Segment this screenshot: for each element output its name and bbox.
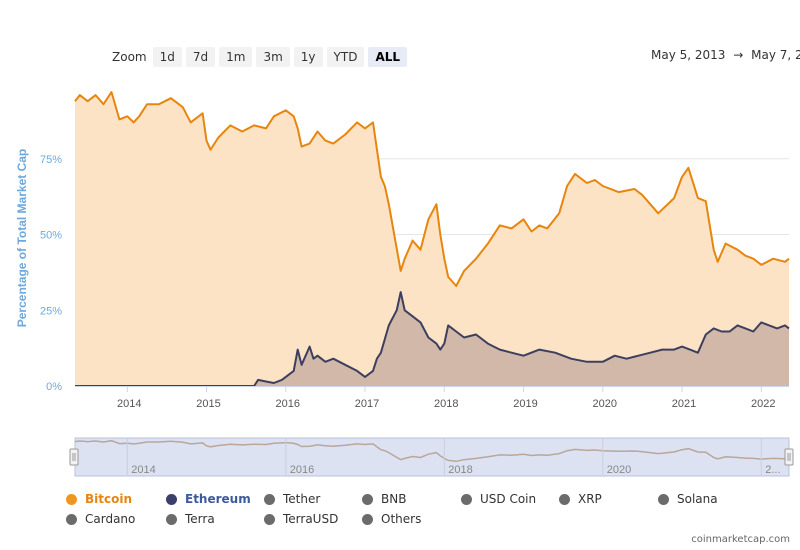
xrp-dot-icon (559, 493, 570, 505)
legend-item-solana[interactable]: Solana (658, 492, 718, 506)
y-axis-label: Percentage of Total Market Cap (15, 149, 29, 328)
date-range: May 5, 2013 → May 7, 2 (651, 48, 800, 62)
cardano-dot-icon (66, 513, 77, 525)
legend-item-bnb[interactable]: BNB (362, 492, 406, 506)
zoom-label: Zoom (112, 50, 147, 64)
bitcoin-series-line (74, 91, 790, 287)
zoom-all-button[interactable]: ALL (368, 47, 408, 67)
y-tick-label: 25% (40, 305, 62, 317)
bnb-dot-icon (362, 493, 373, 505)
solana-dot-icon (658, 493, 669, 505)
legend-item-ethereum[interactable]: Ethereum (166, 492, 251, 506)
legend-item-terra[interactable]: Terra (166, 512, 215, 526)
legend-item-terrausd[interactable]: TerraUSD (264, 512, 338, 526)
ethereum-series-line (75, 291, 790, 387)
y-tick-label: 75% (40, 154, 62, 166)
zoom-ytd-button[interactable]: YTD (326, 47, 365, 67)
navigator-mask[interactable] (74, 437, 790, 477)
x-tick-label: 2015 (196, 398, 220, 410)
navigator-tick-label: 2020 (607, 464, 631, 476)
legend-item-xrp[interactable]: XRP (559, 492, 602, 506)
navigator-series-line (74, 439, 790, 463)
x-tick-label: 2014 (117, 398, 141, 410)
others-dot-icon (362, 513, 373, 525)
range-arrow: → (733, 48, 744, 62)
x-tick-label: 2018 (434, 398, 458, 410)
terrausd-dot-icon (264, 513, 275, 525)
legend-item-usd-coin[interactable]: USD Coin (461, 492, 536, 506)
navigator-tick-label: 2018 (448, 464, 472, 476)
legend-item-cardano[interactable]: Cardano (66, 512, 135, 526)
terra-dot-icon (166, 513, 177, 525)
market-dominance-chart: 0% 25% 50% 75% 2014 2015 2016 2017 2018 2019 2020… (15, 91, 794, 477)
x-tick-label: 2017 (355, 398, 379, 410)
usd-coin-dot-icon (461, 493, 472, 505)
navigator-left-handle[interactable] (69, 448, 79, 466)
navigator-right-handle[interactable] (784, 448, 794, 466)
range-navigator[interactable]: 2014 2016 2018 2020 2... (69, 437, 794, 477)
zoom-toolbar: Zoom 1d 7d 1m 3m 1y YTD ALL (112, 46, 408, 68)
x-tick-label: 2022 (751, 398, 775, 410)
tether-dot-icon (264, 493, 275, 505)
range-from-input[interactable]: May 5, 2013 (651, 48, 726, 62)
navigator-tick-label: 2... (765, 464, 780, 476)
zoom-1m-button[interactable]: 1m (219, 47, 253, 67)
ethereum-dot-icon (166, 493, 177, 505)
ethereum-area (75, 292, 789, 386)
x-tick-label: 2021 (672, 398, 696, 410)
y-tick-label: 50% (40, 230, 62, 242)
x-tick-label: 2016 (276, 398, 300, 410)
bitcoin-dot-icon (66, 493, 77, 505)
navigator-tick-label: 2016 (290, 464, 314, 476)
zoom-3m-button[interactable]: 3m (256, 47, 290, 67)
zoom-1d-button[interactable]: 1d (152, 47, 182, 67)
range-to-input[interactable]: May 7, 2 (751, 48, 800, 62)
zoom-7d-button[interactable]: 7d (185, 47, 216, 67)
navigator-tick-label: 2014 (131, 464, 155, 476)
zoom-1y-button[interactable]: 1y (293, 47, 323, 67)
x-tick-label: 2019 (513, 398, 537, 410)
y-tick-label: 0% (46, 381, 62, 393)
credit-text: coinmarketcap.com (691, 534, 790, 545)
legend-item-tether[interactable]: Tether (264, 492, 320, 506)
legend-item-bitcoin[interactable]: Bitcoin (66, 492, 132, 506)
bitcoin-area (75, 92, 789, 386)
legend-item-others[interactable]: Others (362, 512, 421, 526)
x-tick-label: 2020 (593, 398, 617, 410)
